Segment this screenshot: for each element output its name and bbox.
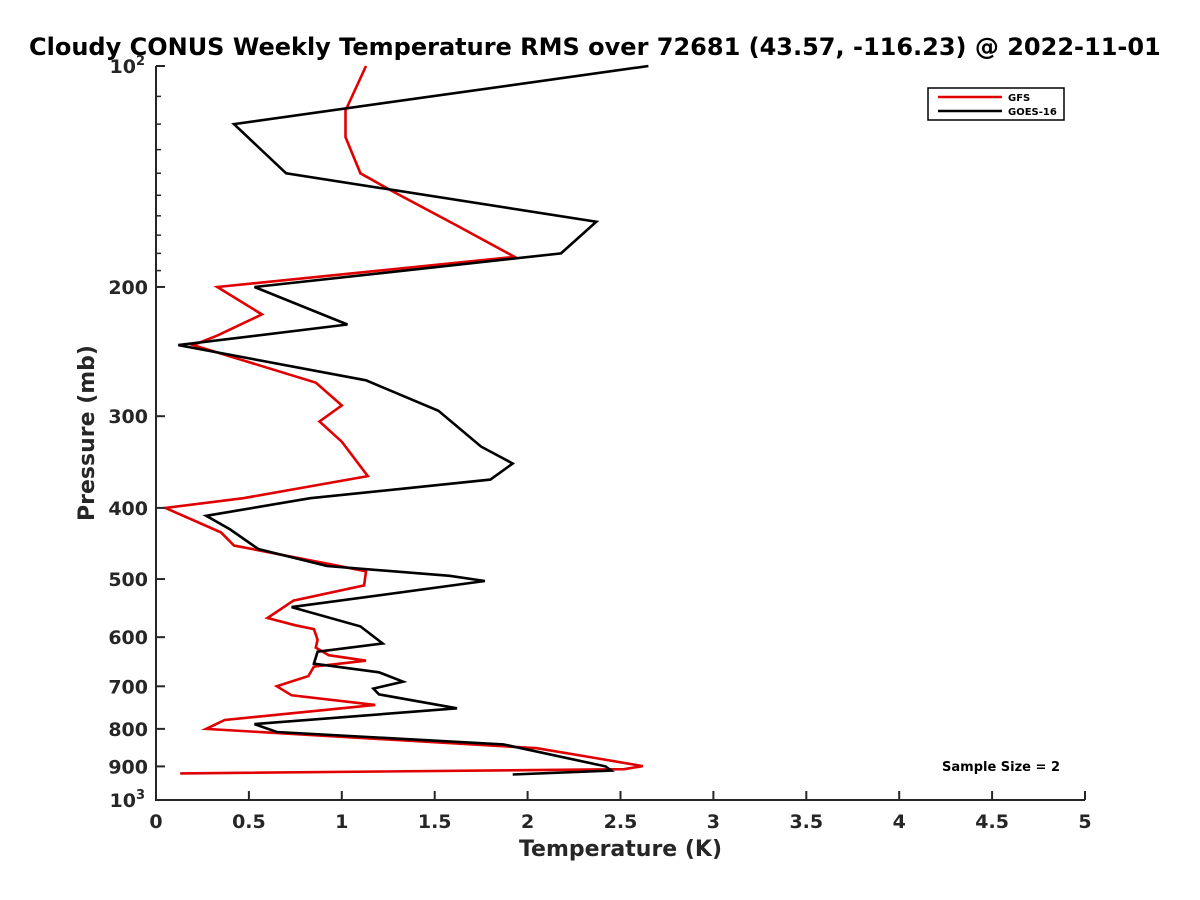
legend-box: [927, 87, 1065, 121]
x-tick-label: 4: [893, 811, 906, 833]
x-tick-label: 1: [335, 811, 348, 833]
legend: GFS GOES-16: [927, 87, 1065, 121]
chart-title: Cloudy CONUS Weekly Temperature RMS over…: [29, 33, 1161, 61]
y-tick-label: 800: [108, 719, 148, 741]
sample-size-annotation: Sample Size = 2: [942, 760, 1060, 775]
series-line-goes-16: [178, 64, 649, 776]
y-tick-label: 700: [108, 676, 148, 698]
x-tick-label: 3.5: [789, 811, 823, 833]
y-tick-exponent: 2: [136, 54, 145, 69]
y-tick-label: 200: [108, 277, 148, 299]
x-tick-label: 2.5: [604, 811, 638, 833]
series-layer: [160, 64, 649, 776]
x-tick-label: 0: [149, 811, 162, 833]
y-axis-label: Pressure (mb): [75, 345, 100, 521]
legend-label: GFS: [1008, 93, 1030, 104]
y-tick-label: 900: [108, 756, 148, 778]
x-tick-label: 2: [521, 811, 534, 833]
y-tick-exponent: 3: [136, 788, 145, 803]
legend-label: GOES-16: [1008, 107, 1057, 118]
y-tick-label: 500: [108, 569, 148, 591]
series-line-gfs: [160, 65, 644, 775]
x-tick-label: 0.5: [232, 811, 266, 833]
x-axis-ticks: 0 0.5 1 1.5 2 2.5 3 3.5 4 4.5 5: [149, 791, 1092, 833]
y-tick-label: 600: [108, 627, 148, 649]
x-tick-label: 5: [1078, 811, 1091, 833]
x-tick-label: 3: [707, 811, 720, 833]
y-tick-label: 10: [110, 56, 136, 78]
x-axis-label: Temperature (K): [519, 837, 722, 862]
x-tick-label: 4.5: [975, 811, 1009, 833]
y-tick-label: 400: [108, 498, 148, 520]
y-tick-label: 300: [108, 406, 148, 428]
x-tick-label: 1.5: [418, 811, 452, 833]
y-tick-label: 10: [110, 790, 136, 812]
